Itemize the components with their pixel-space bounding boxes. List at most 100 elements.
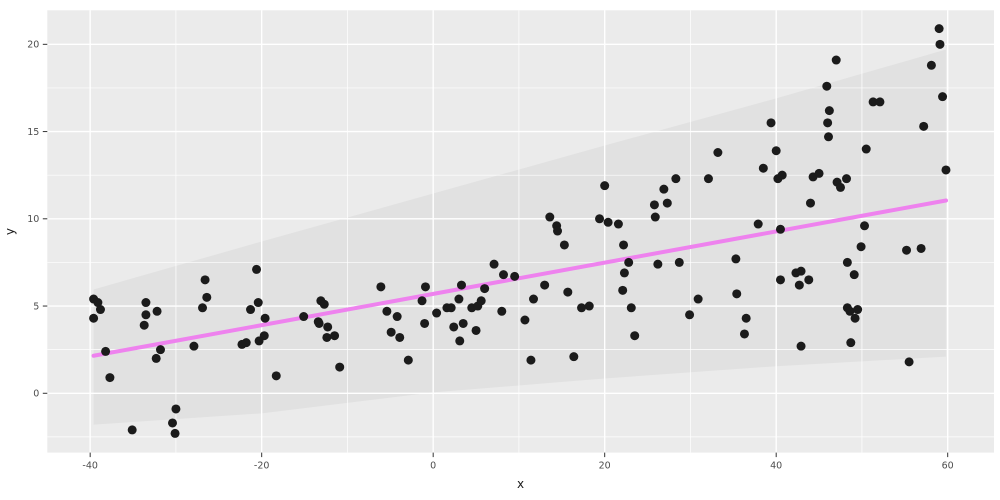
data-point: [246, 305, 256, 315]
data-point: [584, 301, 594, 311]
data-point: [189, 341, 199, 351]
confidence-band: [93, 49, 946, 425]
data-point: [520, 315, 530, 325]
data-point: [529, 294, 539, 304]
data-point: [796, 341, 806, 351]
data-point: [796, 266, 806, 276]
x-tick-label: -40: [82, 461, 98, 472]
data-point: [323, 322, 333, 332]
data-point: [155, 345, 165, 355]
plot-panel: [47, 10, 995, 453]
data-point: [777, 170, 787, 180]
data-point: [569, 352, 579, 362]
data-point: [766, 118, 776, 128]
data-point: [498, 270, 508, 280]
x-tick-label: 60: [942, 461, 954, 472]
data-point: [823, 132, 833, 142]
data-point: [497, 306, 507, 316]
data-point: [253, 298, 263, 308]
data-point: [151, 353, 161, 363]
data-point: [671, 174, 681, 184]
x-axis-title: x: [517, 477, 524, 491]
data-point: [93, 298, 103, 308]
geoms: [89, 24, 951, 438]
data-point: [831, 55, 841, 65]
data-point: [545, 212, 555, 222]
data-point: [626, 303, 636, 313]
data-point: [804, 275, 814, 285]
data-point: [919, 121, 929, 131]
data-point: [105, 373, 115, 383]
data-point: [630, 331, 640, 341]
data-point: [595, 214, 605, 224]
data-point: [330, 331, 340, 341]
data-point: [868, 97, 878, 107]
data-point: [822, 81, 832, 91]
data-point: [553, 226, 563, 236]
data-point: [449, 322, 459, 332]
data-point: [650, 212, 660, 222]
data-point: [403, 355, 413, 365]
y-tick-label: 0: [33, 389, 39, 400]
data-point: [741, 313, 751, 323]
data-point: [510, 271, 520, 281]
data-point: [376, 282, 386, 292]
data-point: [685, 310, 695, 320]
data-point: [386, 327, 396, 337]
data-point: [299, 312, 309, 322]
y-tick-label: 5: [33, 301, 39, 312]
x-tick-label: -20: [254, 461, 270, 472]
x-tick-label: 0: [430, 461, 436, 472]
data-point: [471, 325, 481, 335]
data-point: [95, 305, 105, 315]
data-point: [849, 270, 859, 280]
data-point: [252, 264, 262, 274]
y-tick-label: 10: [27, 214, 39, 225]
data-point: [237, 339, 247, 349]
data-point: [938, 92, 948, 102]
data-point: [480, 284, 490, 294]
data-point: [395, 332, 405, 342]
data-point: [860, 221, 870, 231]
data-point: [846, 338, 856, 348]
data-point: [382, 306, 392, 316]
data-point: [254, 336, 264, 346]
data-point: [271, 371, 281, 381]
data-point: [649, 200, 659, 210]
data-point: [693, 294, 703, 304]
data-point: [902, 245, 912, 255]
y-tick-label: 15: [27, 127, 39, 138]
data-point: [335, 362, 345, 372]
data-point: [618, 285, 628, 295]
data-point: [167, 418, 177, 428]
data-point: [89, 313, 99, 323]
data-point: [456, 280, 466, 290]
x-tick-label: 40: [770, 461, 782, 472]
data-point: [420, 318, 430, 328]
data-point: [713, 147, 723, 157]
data-point: [526, 355, 536, 365]
data-point: [314, 318, 324, 328]
data-point: [489, 259, 499, 269]
data-point: [926, 60, 936, 70]
data-point: [794, 280, 804, 290]
data-point: [916, 243, 926, 253]
data-point: [202, 292, 212, 302]
data-point: [619, 240, 629, 250]
gridlines: [47, 10, 994, 453]
data-point: [417, 296, 427, 306]
data-point: [653, 259, 663, 269]
axes: -40 -20 0 20 40 60 0 5 10 15 20: [27, 40, 954, 472]
data-point: [842, 174, 852, 184]
data-point: [758, 163, 768, 173]
data-point: [171, 404, 181, 414]
data-point: [731, 254, 741, 264]
data-point: [540, 280, 550, 290]
data-point: [432, 308, 442, 318]
data-point: [662, 198, 672, 208]
data-point: [577, 303, 587, 313]
data-point: [170, 428, 180, 438]
y-tick-label: 20: [27, 40, 39, 51]
data-point: [775, 275, 785, 285]
data-point: [420, 282, 430, 292]
